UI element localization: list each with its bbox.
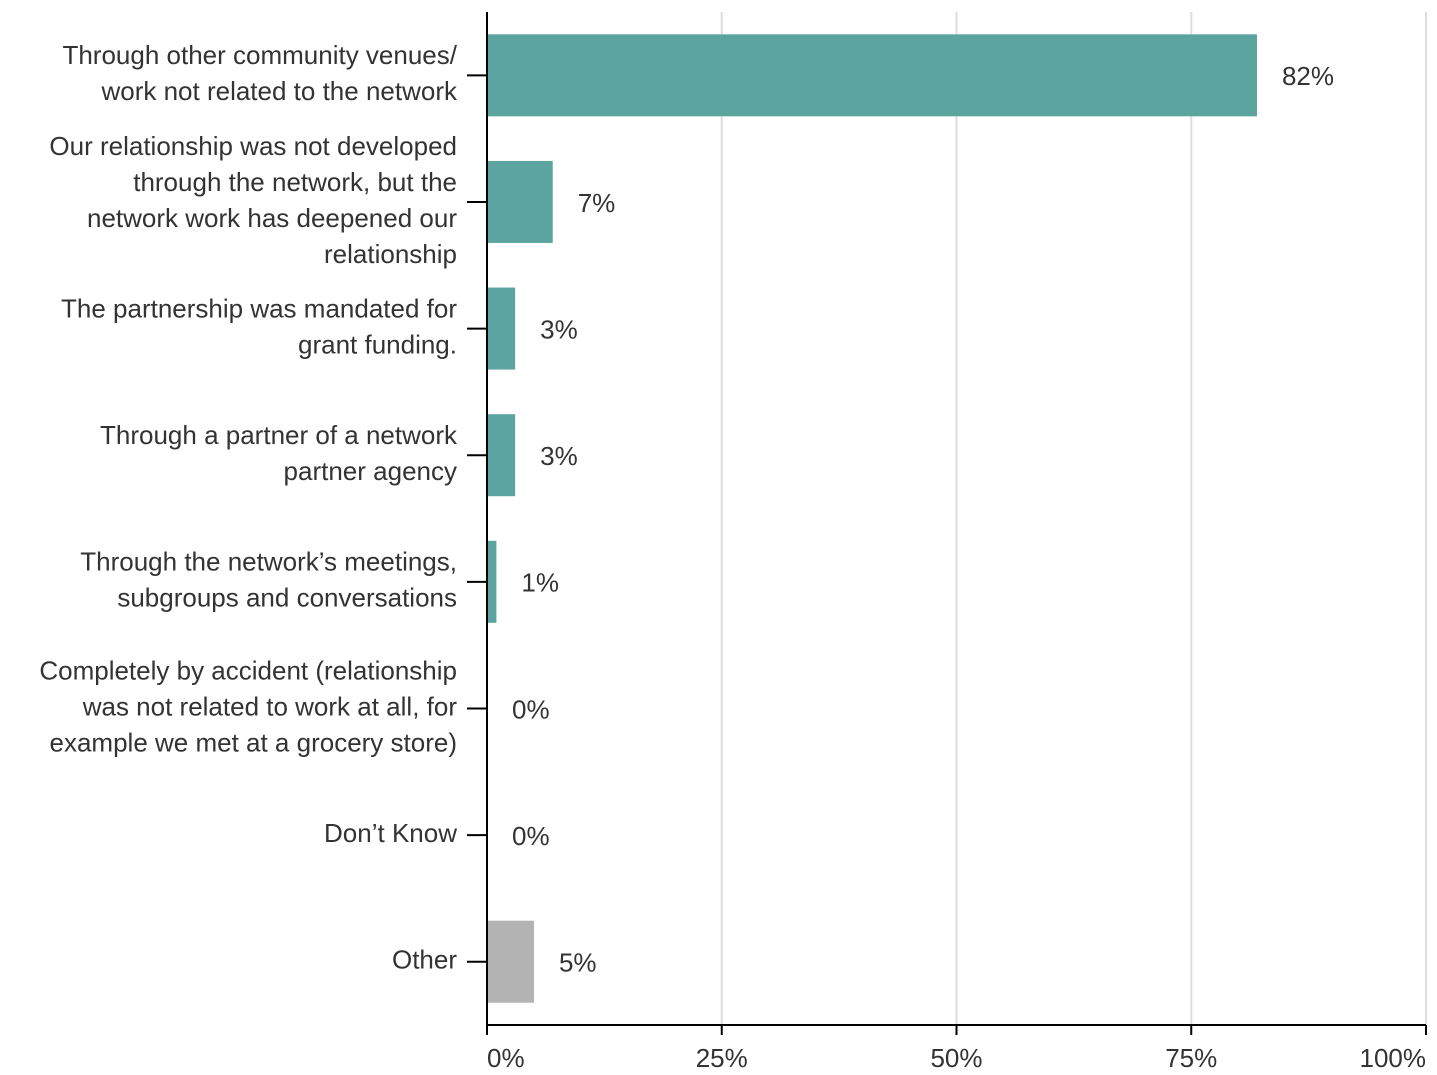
value-label: 1%: [521, 568, 559, 598]
x-tick-label: 50%: [930, 1043, 982, 1073]
category-label: Through a partner of a network: [100, 420, 458, 450]
bar: [487, 920, 534, 1003]
category-label: Don’t Know: [324, 818, 457, 848]
category-label: Completely by accident (relationship: [39, 655, 457, 685]
bar: [487, 414, 516, 497]
category-label: Through other community venues/: [62, 40, 457, 70]
category-label: Other: [392, 945, 457, 975]
category-label: was not related to work at all, for: [82, 691, 458, 721]
category-label: partner agency: [284, 456, 457, 486]
x-tick-label: 75%: [1165, 1043, 1217, 1073]
category-label: through the network, but the: [133, 167, 457, 197]
value-label: 82%: [1282, 61, 1334, 91]
x-tick-label: 0%: [487, 1043, 525, 1073]
bar: [487, 34, 1257, 117]
category-label: The partnership was mandated for: [61, 293, 457, 323]
value-label: 5%: [559, 948, 597, 978]
value-label: 3%: [540, 314, 578, 344]
value-label: 7%: [578, 188, 616, 218]
value-label: 0%: [512, 821, 550, 851]
value-label: 0%: [512, 694, 550, 724]
bar: [487, 540, 497, 623]
category-label: Through the network’s meetings,: [80, 547, 457, 577]
category-label: subgroups and conversations: [117, 583, 457, 613]
x-tick-label: 100%: [1360, 1043, 1427, 1073]
category-label: Our relationship was not developed: [49, 131, 457, 161]
category-label: work not related to the network: [100, 76, 458, 106]
x-tick-label: 25%: [696, 1043, 748, 1073]
category-label: example we met at a grocery store): [50, 727, 458, 757]
category-label: grant funding.: [298, 329, 457, 359]
value-label: 3%: [540, 441, 578, 471]
bar: [487, 160, 553, 243]
category-label: relationship: [324, 239, 457, 269]
category-label: network work has deepened our: [87, 203, 457, 233]
bar: [487, 287, 516, 370]
